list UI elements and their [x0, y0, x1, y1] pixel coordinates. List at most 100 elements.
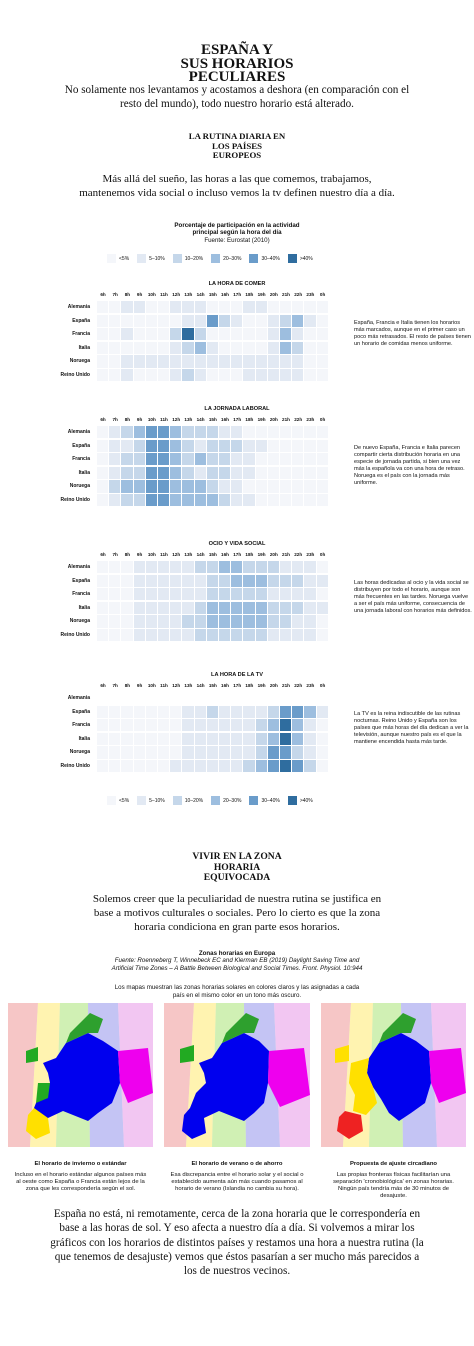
heatmap-cell	[170, 629, 182, 642]
heatmap-cell	[145, 760, 157, 773]
heatmap-cell	[170, 439, 182, 452]
heatmap-cell	[194, 692, 206, 705]
heatmap-cell	[280, 466, 292, 479]
legend-top-item-2: 10–20%	[172, 254, 204, 263]
heatmap-cell	[109, 328, 121, 341]
heatmap-cell	[304, 705, 316, 718]
heatmap-cell	[121, 453, 133, 466]
legend-top-swatch-5	[287, 254, 297, 263]
heatmap-cell	[267, 574, 279, 587]
hour-label: 8h	[124, 683, 131, 688]
heatmap-cell	[231, 355, 243, 368]
heatmap-cell	[231, 705, 243, 718]
heatmap-cell	[182, 719, 194, 732]
heatmap-cell	[255, 574, 267, 587]
heatmap-cell	[206, 301, 218, 314]
heatmap-cell	[280, 601, 292, 614]
heatmap-cell	[255, 301, 267, 314]
heatmap-cell	[133, 439, 145, 452]
heatmap-cell	[158, 732, 170, 745]
hour-label: 20h	[269, 417, 278, 422]
heatmap-cell	[97, 732, 109, 745]
heatmap-cell	[292, 426, 304, 439]
heatmap-cell	[219, 466, 231, 479]
legend-top-label-5: >40%	[299, 255, 313, 262]
heatmap-cell	[194, 574, 206, 587]
heatmap-cell	[206, 355, 218, 368]
map-caption-winter-title: El horario de invierno o estándar	[34, 1161, 127, 1167]
heatmap-cell	[133, 692, 145, 705]
heatmap-cell	[292, 705, 304, 718]
heatmap-cell	[267, 314, 279, 327]
heatmap-cell	[206, 426, 218, 439]
heatmap-cell	[267, 355, 279, 368]
country-label: Alemania	[67, 695, 90, 701]
heatmap-cell	[219, 760, 231, 773]
heatmap-cell	[206, 732, 218, 745]
heatmap-cell	[304, 480, 316, 493]
heatmap-cell	[182, 746, 194, 759]
heatmap-cell	[109, 588, 121, 601]
heatmap-cell	[255, 732, 267, 745]
legend-top-label-2: 10–20%	[184, 255, 204, 262]
legend-bottom-swatch-1	[137, 796, 147, 805]
heatmap-cell	[109, 561, 121, 574]
title-line-3: PECULIARES	[188, 69, 286, 85]
heatmap-cell	[170, 732, 182, 745]
heatmap-hours-0: 6h 7h 8h 9h 10h 11h 12h 13h 14h 15h 16h 17h 18h 19h 20…	[97, 292, 337, 300]
heatmap-cell	[206, 369, 218, 382]
country-label: España	[72, 708, 90, 715]
heatmap-cell	[133, 341, 145, 354]
hour-label: 10h	[147, 552, 156, 557]
heatmap-cell	[243, 301, 255, 314]
legend-bottom-label-4: 30–40%	[261, 797, 280, 804]
heatmap-cell	[231, 453, 243, 466]
heatmap-cell	[97, 314, 109, 327]
heatmap-cell	[170, 760, 182, 773]
heatmap-cell	[280, 719, 292, 732]
heatmap-cell	[182, 453, 194, 466]
heatmap-cell	[206, 453, 218, 466]
heatmap-cell	[206, 494, 218, 507]
hour-label: 7h	[112, 683, 118, 688]
heatmap-hours-1: 6h 7h 8h 9h 10h 11h 12h 13h 14h 15h 16h 17h 18h 19h 20…	[97, 417, 337, 425]
heatmap-cell	[316, 314, 328, 327]
heatmap-cell	[280, 615, 292, 628]
heatmap-cell	[267, 453, 279, 466]
heatmap-cell	[170, 480, 182, 493]
country-label: Italia	[78, 604, 90, 611]
country-label: Alemania	[67, 304, 90, 310]
heatmap-cell	[109, 480, 121, 493]
heatmap-cell	[194, 439, 206, 452]
heatmap-cell	[267, 760, 279, 773]
heatmap-cell	[170, 494, 182, 507]
heatmap-cell	[267, 341, 279, 354]
heatmap-cell	[243, 453, 255, 466]
heatmap-cell	[243, 439, 255, 452]
heatmap-cell	[133, 328, 145, 341]
heatmap-cell	[170, 341, 182, 354]
heatmap-cell	[255, 760, 267, 773]
heatmap-cell	[133, 732, 145, 745]
hour-label: 19h	[257, 292, 266, 297]
legend-bottom-swatch-5	[287, 796, 297, 805]
heatmap-cell	[158, 615, 170, 628]
heatmap-cell	[194, 355, 206, 368]
heatmap-cell	[280, 355, 292, 368]
heatmap-cell	[133, 494, 145, 507]
heatmap-cell	[182, 355, 194, 368]
heatmap-cell	[109, 369, 121, 382]
legend-top-swatch-3	[211, 254, 221, 263]
legend-top-item-4: 30–40%	[249, 254, 280, 263]
hour-label: 18h	[245, 683, 254, 688]
heatmap-cell	[194, 601, 206, 614]
heatmap-cell	[121, 328, 133, 341]
heatmap-cell	[145, 705, 157, 718]
heatmap-cell	[219, 453, 231, 466]
heatmap-cell	[206, 629, 218, 642]
heatmap-cell	[97, 301, 109, 314]
heatmap-cell	[182, 705, 194, 718]
heatmap-cell	[97, 466, 109, 479]
heatmap-cell	[292, 314, 304, 327]
hour-label: 7h	[112, 292, 118, 297]
